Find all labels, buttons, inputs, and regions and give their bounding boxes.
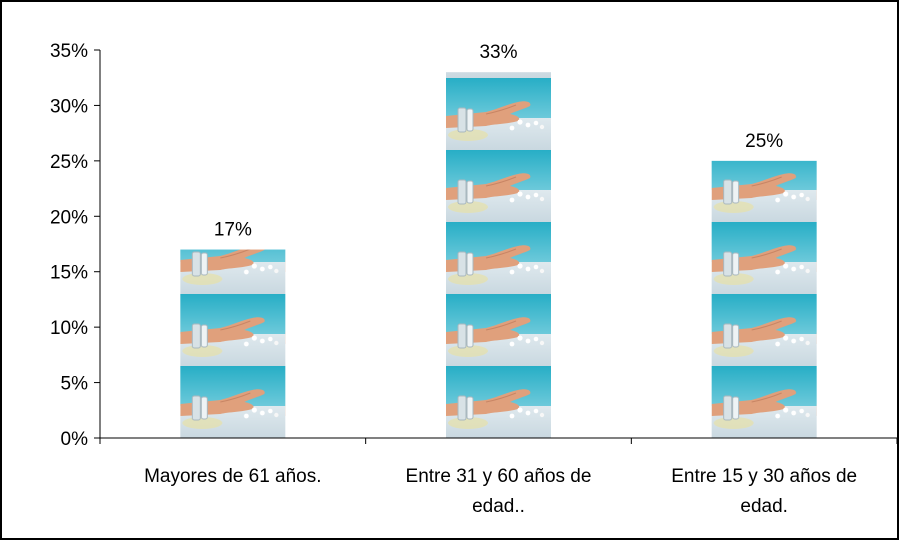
y-tick-label: 20% <box>50 207 88 228</box>
bar <box>446 72 551 439</box>
y-tick-label: 10% <box>50 318 88 339</box>
y-tick-label: 30% <box>50 96 88 117</box>
y-tick-label: 0% <box>61 429 89 450</box>
bars: 17% 33% 25% <box>180 42 817 439</box>
bar <box>711 160 817 438</box>
y-tick-label: 25% <box>50 152 88 173</box>
y-axis: 0% 5% 10% 15% 20% 25% 30% 35% <box>50 41 101 450</box>
bar <box>180 249 286 438</box>
x-category-label: edad.. <box>472 496 525 517</box>
x-category-label: Entre 15 y 30 años de <box>671 466 857 487</box>
y-tick-label: 35% <box>50 41 88 62</box>
data-label: 25% <box>745 131 783 152</box>
y-tick-label: 5% <box>61 374 89 395</box>
y-tick-label: 15% <box>50 263 88 284</box>
x-category-label: Mayores de 61 años. <box>144 466 321 487</box>
data-label: 17% <box>214 220 252 241</box>
x-axis: Mayores de 61 años. Entre 31 y 60 años de… <box>99 437 898 517</box>
x-category-label: Entre 31 y 60 años de <box>406 466 592 487</box>
x-category-label: edad. <box>740 496 788 517</box>
data-label: 33% <box>479 42 517 63</box>
